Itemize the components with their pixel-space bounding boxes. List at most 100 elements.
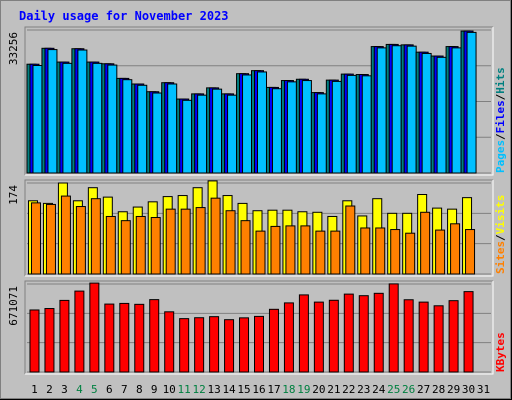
bar-pages-day-5	[92, 62, 103, 174]
x-tick-label-day: 8	[136, 383, 143, 396]
x-tick-label-day: 17	[267, 383, 280, 396]
panel-kbytes: 671071 KBytes	[7, 280, 507, 375]
bar-pages-day-13	[212, 88, 223, 174]
bar-pages-day-10	[167, 83, 178, 174]
x-tick-label-day: 7	[121, 383, 128, 396]
bar-kbytes-day-9	[149, 299, 160, 373]
legend-entry: Pages	[494, 140, 507, 173]
bar-pages-day-19	[301, 80, 312, 174]
chart-title: Daily usage for November 2023	[19, 9, 229, 23]
x-tick-label-day: 23	[357, 383, 370, 396]
bar-pages-day-25	[391, 45, 402, 174]
bar-sites-day-22	[345, 205, 356, 275]
x-tick-label-day: 4	[76, 383, 83, 396]
bar-pages-day-21	[331, 80, 342, 174]
x-tick-label-day: 28	[432, 383, 445, 396]
bar-pages-day-8	[137, 84, 148, 174]
bar-pages-day-17	[271, 88, 282, 174]
bar-sites-day-29	[450, 223, 461, 275]
legend-separator: /	[494, 93, 507, 100]
bar-kbytes-day-3	[59, 299, 70, 373]
x-tick-label-day: 3	[61, 383, 68, 396]
bar-kbytes-day-6	[104, 303, 115, 373]
x-tick-label-day: 30	[462, 383, 475, 396]
bar-kbytes-day-24	[373, 292, 384, 373]
bar-pages-day-24	[376, 47, 387, 174]
x-tick-label-day: 13	[207, 383, 220, 396]
bar-kbytes-day-25	[388, 283, 399, 373]
bar-sites-day-11	[180, 208, 191, 275]
bar-sites-day-19	[300, 225, 311, 275]
bar-sites-day-14	[225, 210, 236, 275]
panel-frame-visits-sites-highlight	[25, 180, 494, 277]
legend-separator: /	[494, 234, 507, 241]
bar-sites-day-16	[255, 230, 266, 275]
bar-kbytes-day-30	[463, 291, 474, 373]
x-tick-label-day: 19	[297, 383, 310, 396]
x-tick-label-day: 5	[91, 383, 98, 396]
bar-kbytes-day-11	[179, 318, 190, 373]
x-tick-label-day: 12	[193, 383, 206, 396]
bar-pages-day-23	[361, 75, 372, 174]
bar-kbytes-day-29	[448, 300, 459, 373]
bar-pages-day-18	[286, 81, 297, 174]
bar-sites-day-5	[90, 198, 101, 275]
bar-pages-day-3	[62, 62, 73, 174]
bar-kbytes-day-14	[224, 319, 235, 373]
panel-frame-kbytes-shade	[24, 280, 493, 374]
x-axis-tick-labels: 1 2 3 4 5 6 7 8 9 10 11 12 13 14 15 16 17 18 19 20 21 22 23 24 2…	[31, 383, 490, 396]
panel-frame-kbytes-highlight	[25, 281, 494, 375]
y-axis-max-label: 33256	[7, 32, 20, 65]
legend-visits-sites: Sites/Visits	[494, 195, 507, 274]
x-tick-label-day: 14	[222, 383, 236, 396]
panel-frame-hits-files-pages-highlight	[25, 27, 494, 176]
x-tick-label-day: 31	[477, 383, 490, 396]
bar-pages-day-7	[122, 79, 133, 174]
bar-pages-day-15	[242, 74, 253, 174]
legend-entry: Visits	[494, 195, 507, 235]
legend-entry: KBytes	[494, 332, 507, 372]
bar-pages-day-4	[77, 49, 88, 174]
bar-kbytes-day-28	[433, 305, 444, 373]
bar-sites-day-6	[105, 215, 116, 275]
bar-kbytes-day-10	[164, 311, 175, 373]
x-tick-label-day: 26	[402, 383, 415, 396]
bar-pages-day-1	[32, 65, 43, 174]
bar-sites-day-26	[405, 232, 416, 275]
bar-pages-day-16	[257, 71, 267, 174]
bar-kbytes-day-18	[283, 302, 294, 373]
bar-pages-day-11	[182, 99, 193, 174]
x-tick-label-day: 22	[342, 383, 355, 396]
bar-pages-day-12	[197, 94, 208, 174]
bar-sites-day-21	[330, 230, 341, 275]
bar-sites-day-28	[435, 229, 446, 275]
bar-pages-day-27	[421, 52, 432, 174]
panel-frame-visits-sites-shade	[24, 179, 493, 276]
bar-pages-day-22	[346, 74, 357, 174]
bar-kbytes-day-5	[89, 282, 100, 373]
bar-sites-day-7	[120, 220, 131, 275]
bar-sites-day-2	[45, 203, 56, 275]
bar-pages-day-6	[107, 64, 118, 174]
x-tick-label-day: 20	[312, 383, 325, 396]
bar-sites-day-1	[30, 202, 41, 275]
x-tick-label-day: 29	[447, 383, 460, 396]
bar-sites-day-4	[75, 206, 86, 275]
bar-sites-day-15	[240, 220, 251, 275]
legend-entry: Files	[494, 100, 507, 133]
bar-sites-day-3	[60, 195, 71, 275]
x-tick-label-day: 21	[327, 383, 340, 396]
x-tick-label-day: 1	[31, 383, 38, 396]
bar-sites-day-25	[390, 229, 401, 275]
legend-entry: Hits	[494, 67, 507, 94]
bar-sites-day-9	[150, 217, 161, 275]
bar-sites-day-18	[285, 225, 296, 275]
bar-pages-day-9	[152, 92, 163, 174]
y-axis-max-label: 671071	[7, 286, 20, 326]
x-tick-label-day: 18	[282, 383, 295, 396]
bar-sites-day-10	[165, 208, 176, 275]
bar-sites-day-20	[315, 230, 326, 275]
